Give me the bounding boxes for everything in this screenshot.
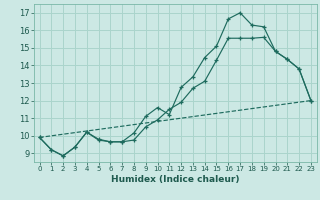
X-axis label: Humidex (Indice chaleur): Humidex (Indice chaleur) — [111, 175, 239, 184]
